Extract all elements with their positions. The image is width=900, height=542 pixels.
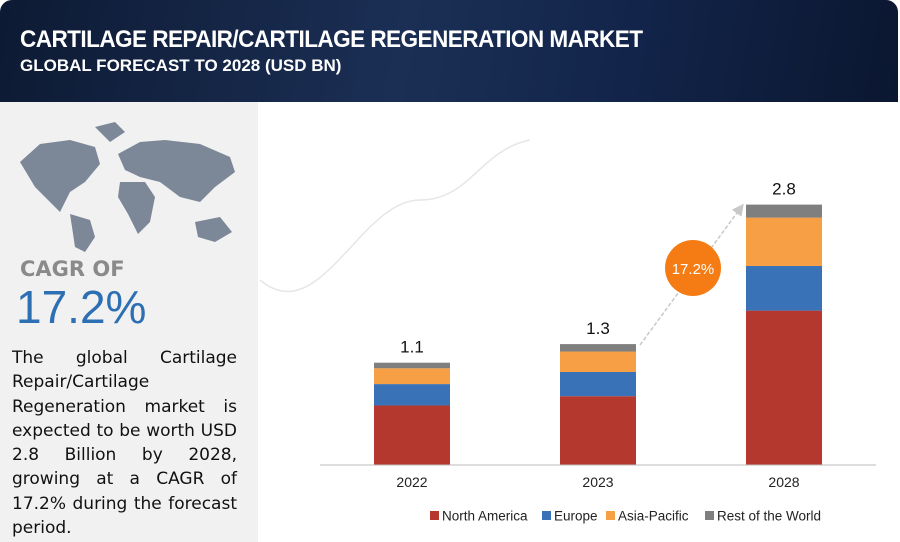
x-tick-label: 2022 <box>396 474 427 490</box>
bar-segment <box>746 265 822 311</box>
cagr-annotation: 17.2% <box>672 261 715 278</box>
legend-label: Europe <box>554 509 598 524</box>
bar-segment <box>560 396 636 465</box>
legend-label: Rest of the World <box>717 509 821 524</box>
description: The global Cartilage Repair/Cartilage Re… <box>12 348 237 539</box>
x-tick-label: 2023 <box>582 474 613 490</box>
subtitle: GLOBAL FORECAST TO 2028 (USD BN) <box>20 56 342 75</box>
title: CARTILAGE REPAIR/CARTILAGE REGENERATION … <box>20 26 643 53</box>
legend-label: Asia-Pacific <box>618 509 689 524</box>
bar-segment <box>374 384 450 406</box>
cagr-label: CAGR OF <box>20 257 125 281</box>
bar-segment <box>746 310 822 465</box>
x-tick-label: 2028 <box>768 474 799 490</box>
bar-segment <box>374 405 450 465</box>
total-label: 1.1 <box>400 338 424 357</box>
cagr-bubble <box>665 240 721 296</box>
legend-swatch <box>705 511 714 520</box>
cagr-value: 17.2% <box>16 281 147 333</box>
bar-segment <box>746 217 822 266</box>
sidebar: CAGR OF 17.2% The global Cartilage Repai… <box>0 102 258 542</box>
legend-swatch <box>430 511 439 520</box>
bar-segment <box>560 372 636 397</box>
bar-segment <box>746 204 822 218</box>
legend-swatch <box>606 511 615 520</box>
total-label: 1.3 <box>586 319 610 338</box>
world-map <box>20 122 235 252</box>
bar-segment <box>560 344 636 352</box>
total-label: 2.8 <box>772 180 796 199</box>
bar-segment <box>374 362 450 369</box>
legend-swatch <box>542 511 551 520</box>
bar-segment <box>560 351 636 372</box>
decoration <box>259 139 531 293</box>
header: CARTILAGE REPAIR/CARTILAGE REGENERATION … <box>0 0 898 102</box>
bar-segment <box>374 368 450 385</box>
legend-label: North America <box>442 509 528 524</box>
